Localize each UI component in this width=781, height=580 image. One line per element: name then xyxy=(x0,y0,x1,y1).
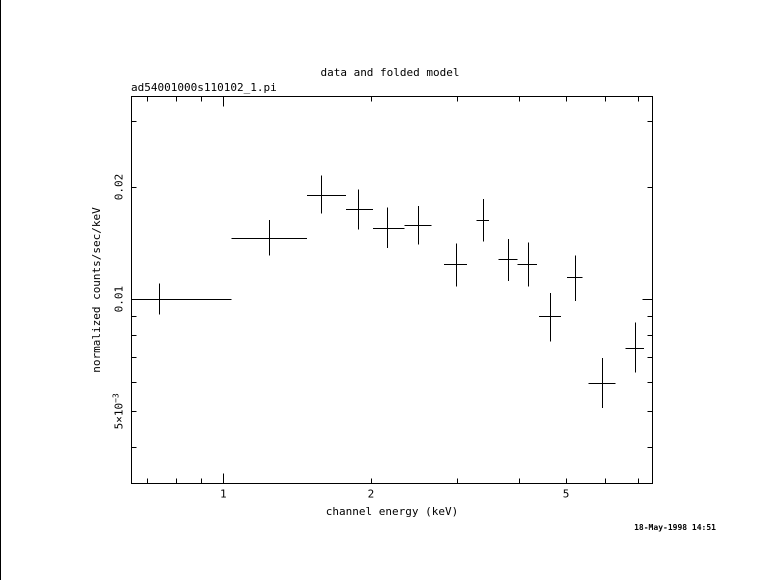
data-point xyxy=(404,205,432,245)
data-point xyxy=(231,220,307,256)
data-point xyxy=(444,243,468,287)
x-tick-label: 2 xyxy=(368,488,375,501)
chart-subtitle: ad54001000s110102_1.pi xyxy=(131,81,277,94)
y-tick-label: 0.02 xyxy=(113,174,126,201)
data-point xyxy=(306,175,347,214)
data-point xyxy=(476,198,489,242)
chart-title: data and folded model xyxy=(320,66,459,79)
timestamp: 18-May-1998 14:51 xyxy=(634,523,716,532)
x-tick-label: 5 xyxy=(563,488,570,501)
data-point xyxy=(134,283,232,315)
y-axis-ticks xyxy=(131,121,653,448)
data-point xyxy=(538,292,561,342)
data-point xyxy=(588,358,616,409)
y-axis-label: normalized counts/sec/keV xyxy=(90,207,103,373)
data-point xyxy=(625,322,644,373)
data-point xyxy=(498,239,518,281)
plot-frame xyxy=(131,96,653,484)
data-point xyxy=(346,189,374,230)
x-axis-ticks xyxy=(147,96,639,484)
y-tick-label: 0.01 xyxy=(113,286,126,313)
data-point xyxy=(373,207,405,249)
data-point xyxy=(566,255,583,301)
y-axis-tick-labels: 5×10−3 0.01 0.02 xyxy=(112,174,126,430)
x-axis-label: channel energy (keV) xyxy=(326,505,458,518)
x-tick-label: 1 xyxy=(220,488,227,501)
data-point xyxy=(517,242,537,287)
y-tick-label: 5×10−3 xyxy=(112,393,126,429)
x-axis-tick-labels: 1 2 5 xyxy=(220,488,569,501)
data-points xyxy=(134,175,644,409)
